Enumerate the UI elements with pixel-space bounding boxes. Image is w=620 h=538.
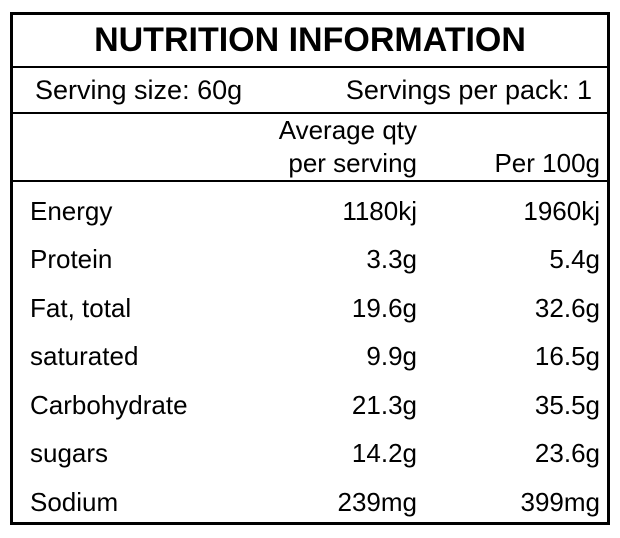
table-row: Fat, total 19.6g 32.6g [13,279,607,328]
per-serving-value: 1180kj [342,195,417,226]
serving-size-text: Serving size: 60g [35,74,243,105]
per-serving-column-header: Average qty per serving [278,115,417,178]
per-100g-value: 5.4g [549,244,600,275]
title-row: NUTRITION INFORMATION [13,15,607,68]
per-serving-value: 3.3g [366,244,417,275]
per-100g-value: 1960kj [523,195,600,226]
table-row: Energy 1180kj 1960kj [13,182,607,231]
panel-title: NUTRITION INFORMATION [94,21,526,59]
nutrient-name: Carbohydrate [30,389,188,420]
nutrient-table-body: Energy 1180kj 1960kj Protein 3.3g 5.4g Fat, to… [13,182,607,522]
per-100g-value: 16.5g [534,341,600,372]
nutrition-information-panel: NUTRITION INFORMATION Serving size: 60g … [10,12,610,525]
per-100g-value: 35.5g [534,389,600,420]
nutrient-name: Sodium [30,487,119,518]
per-100g-value: 23.6g [534,438,600,469]
nutrient-name: Energy [30,195,113,226]
table-row: Sodium 239mg 399mg [13,473,607,522]
per-serving-value: 9.9g [366,341,417,372]
per-100g-value: 399mg [520,487,601,518]
per-serving-value: 239mg [337,487,418,518]
per-100g-value: 32.6g [534,292,600,323]
table-row: Carbohydrate 21.3g 35.5g [13,376,607,425]
nutrient-name: Fat, total [30,292,132,323]
per-100g-column-header: Per 100g [494,148,600,178]
serving-info-row: Serving size: 60g Servings per pack: 1 [13,68,607,114]
table-row: saturated 9.9g 16.5g [13,328,607,377]
table-row: Protein 3.3g 5.4g [13,231,607,280]
nutrient-name: saturated [30,341,139,372]
per-serving-value: 14.2g [351,438,417,469]
per-serving-value: 21.3g [351,389,417,420]
nutrient-name: Protein [30,244,113,275]
nutrient-name: sugars [30,438,109,469]
table-row: sugars 14.2g 23.6g [13,425,607,474]
per-serving-value: 19.6g [351,292,417,323]
servings-per-pack-text: Servings per pack: 1 [345,74,592,105]
column-header-row: Average qty per serving Per 100g [13,114,607,182]
